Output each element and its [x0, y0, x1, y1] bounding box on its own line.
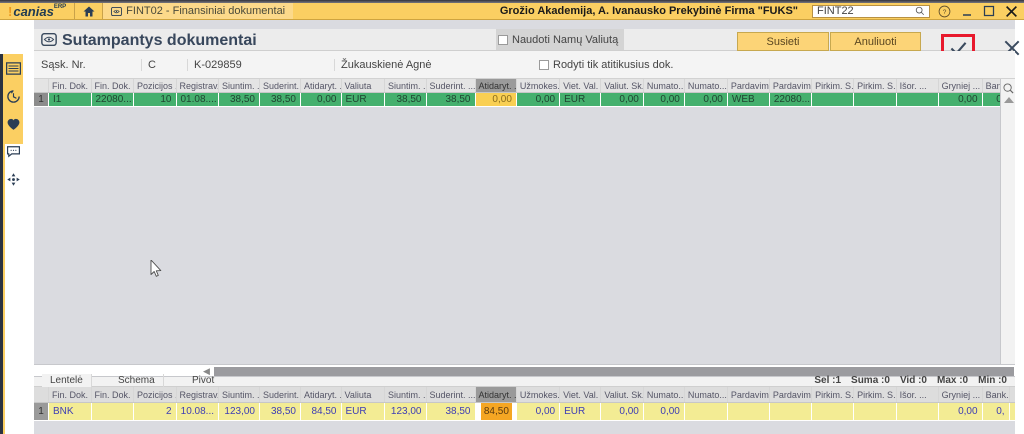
svg-text:?: ?: [943, 9, 947, 16]
